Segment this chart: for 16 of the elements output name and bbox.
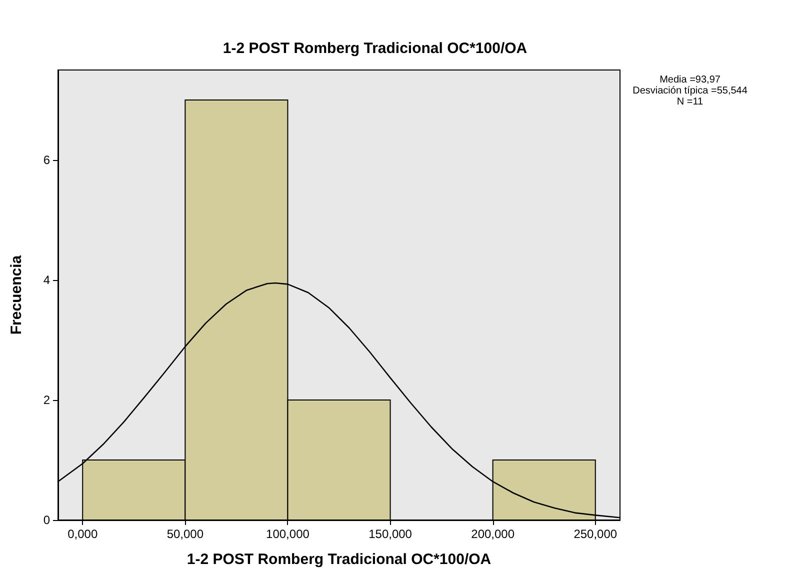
text: N =11 <box>676 96 704 108</box>
x-tick-label: 100,000 <box>266 527 310 541</box>
y-axis-title: Frecuencia <box>8 254 25 335</box>
chart-title: 1-2 POST Romberg Tradicional OC*100/OA <box>222 40 528 57</box>
x-tick-label: 0,000 <box>68 527 98 541</box>
x-tick-label: 150,000 <box>368 527 412 541</box>
y-tick-label: 0 <box>43 513 50 527</box>
y-tick-label: 2 <box>43 393 50 407</box>
x-tick-label: 50,000 <box>166 527 204 541</box>
x-tick-label: 250,000 <box>574 527 618 541</box>
x-tick-label: 200,000 <box>471 527 515 541</box>
y-tick-label: 4 <box>43 273 50 287</box>
text: Desviación típica =55,544 <box>632 86 748 96</box>
y-tick-label: 6 <box>43 153 50 167</box>
text: Media =93,97 <box>660 74 721 86</box>
x-axis-title: 1-2 POST Romberg Tradicional OC*100/OA <box>186 551 492 568</box>
